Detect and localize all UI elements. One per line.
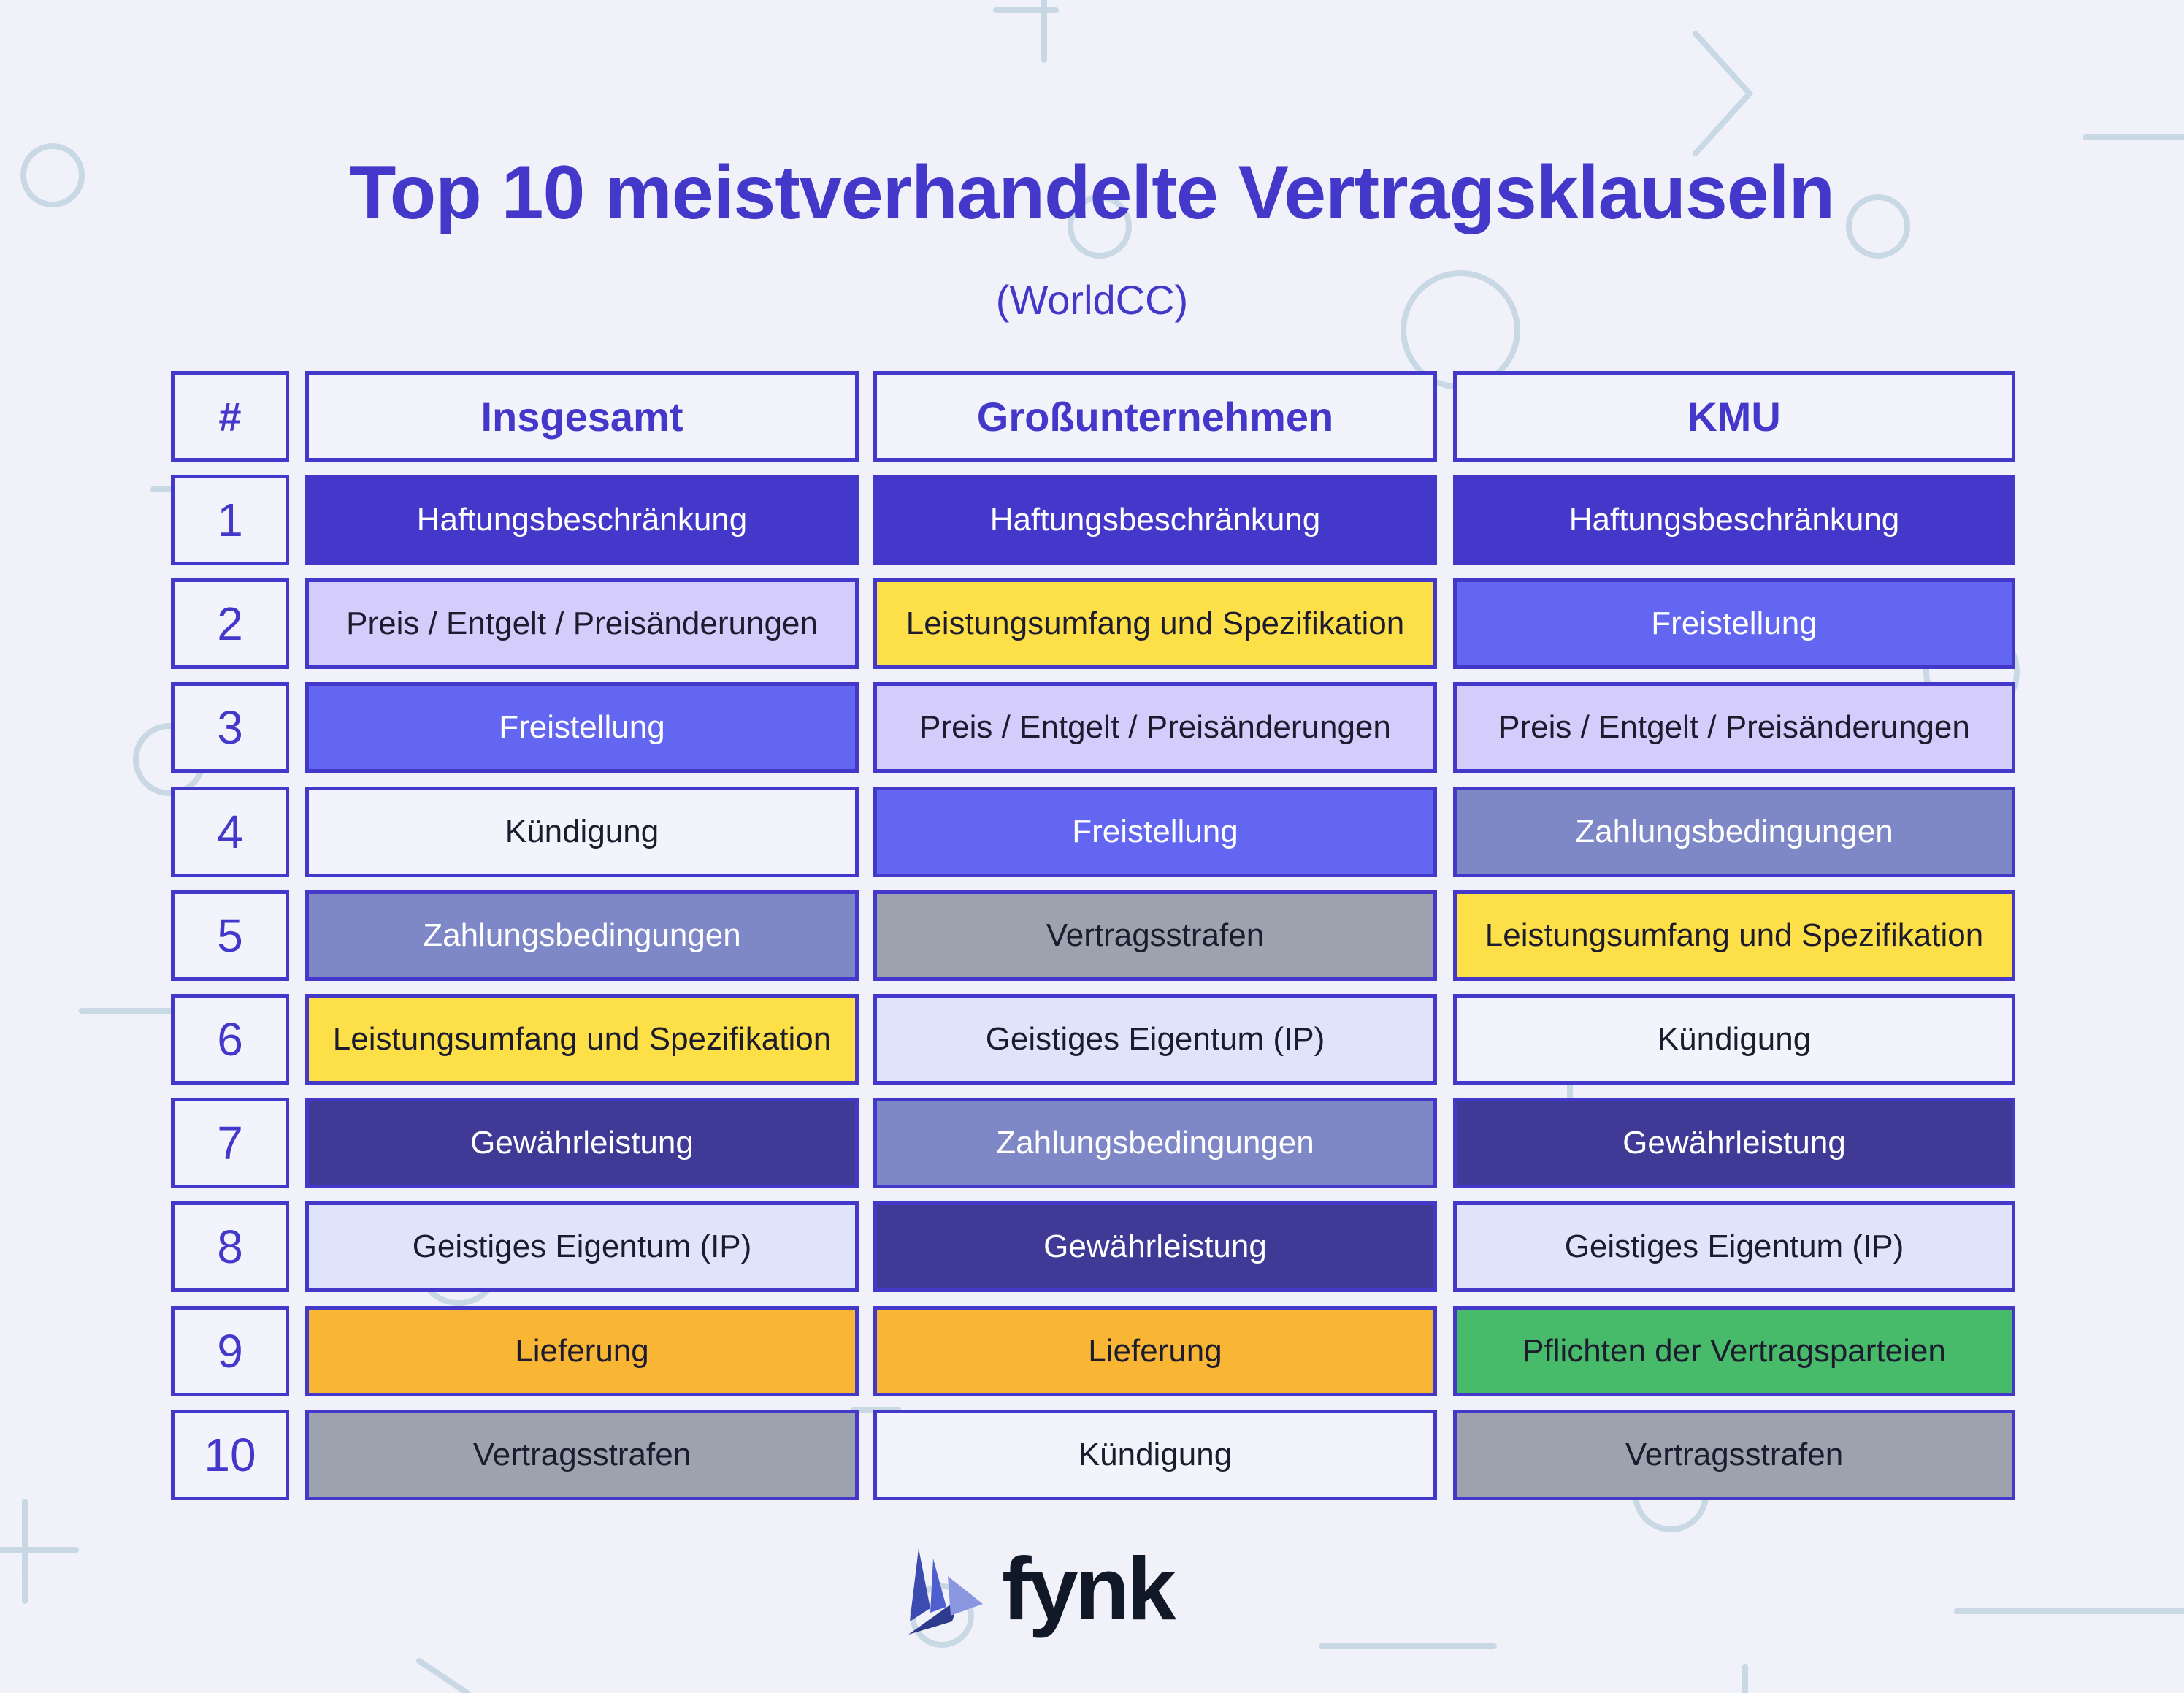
clause-cell-grossunternehmen: Zahlungsbedingungen xyxy=(873,1098,1437,1188)
deco-chevron xyxy=(1693,31,1754,156)
clause-cell-insgesamt: Leistungsumfang und Spezifikation xyxy=(305,994,859,1085)
clause-cell-kmu: Freistellung xyxy=(1453,578,2015,669)
rank-cell: 9 xyxy=(171,1306,289,1396)
header-grossunternehmen: Großunternehmen xyxy=(873,371,1437,462)
deco-circle xyxy=(1846,194,1910,259)
clause-cell-grossunternehmen: Freistellung xyxy=(873,787,1437,877)
clause-cell-insgesamt: Lieferung xyxy=(305,1306,859,1396)
header-kmu: KMU xyxy=(1453,371,2015,462)
clause-cell-grossunternehmen: Kündigung xyxy=(873,1410,1437,1500)
clause-cell-kmu: Preis / Entgelt / Preisänderungen xyxy=(1453,682,2015,773)
clause-cell-kmu: Pflichten der Vertragsparteien xyxy=(1453,1306,2015,1396)
page-title: Top 10 meistverhandelte Vertragsklauseln xyxy=(349,150,1835,235)
clause-cell-kmu: Vertragsstrafen xyxy=(1453,1410,2015,1500)
clause-cell-insgesamt: Gewährleistung xyxy=(305,1098,859,1188)
clause-cell-grossunternehmen: Preis / Entgelt / Preisänderungen xyxy=(873,682,1437,773)
rank-cell: 3 xyxy=(171,682,289,773)
clause-cell-kmu: Haftungsbeschränkung xyxy=(1453,475,2015,565)
page-subtitle: (WorldCC) xyxy=(995,277,1189,323)
clause-cell-grossunternehmen: Geistiges Eigentum (IP) xyxy=(873,994,1437,1085)
clause-cell-kmu: Geistiges Eigentum (IP) xyxy=(1453,1201,2015,1292)
clause-cell-insgesamt: Geistiges Eigentum (IP) xyxy=(305,1201,859,1292)
clause-cell-insgesamt: Vertragsstrafen xyxy=(305,1410,859,1500)
rank-cell: 2 xyxy=(171,578,289,669)
brand-logo: fynk xyxy=(905,1534,1176,1643)
clause-cell-insgesamt: Kündigung xyxy=(305,787,859,877)
rank-cell: 6 xyxy=(171,994,289,1085)
deco-circle xyxy=(20,143,85,207)
clause-cell-grossunternehmen: Lieferung xyxy=(873,1306,1437,1396)
rank-cell: 4 xyxy=(171,787,289,877)
clause-cell-grossunternehmen: Leistungsumfang und Spezifikation xyxy=(873,578,1437,669)
header-rank: # xyxy=(171,371,289,462)
clause-cell-kmu: Leistungsumfang und Spezifikation xyxy=(1453,890,2015,981)
rank-cell: 5 xyxy=(171,890,289,981)
clause-cell-kmu: Gewährleistung xyxy=(1453,1098,2015,1188)
rank-cell: 7 xyxy=(171,1098,289,1188)
clause-cell-insgesamt: Zahlungsbedingungen xyxy=(305,890,859,981)
logo-text: fynk xyxy=(1002,1539,1176,1638)
clause-cell-kmu: Zahlungsbedingungen xyxy=(1453,787,2015,877)
clause-cell-grossunternehmen: Vertragsstrafen xyxy=(873,890,1437,981)
clause-cell-insgesamt: Preis / Entgelt / Preisänderungen xyxy=(305,578,859,669)
clause-cell-grossunternehmen: Haftungsbeschränkung xyxy=(873,475,1437,565)
bird-icon xyxy=(908,1548,983,1635)
clause-cell-grossunternehmen: Gewährleistung xyxy=(873,1201,1437,1292)
rank-cell: 1 xyxy=(171,475,289,565)
clause-cell-insgesamt: Haftungsbeschränkung xyxy=(305,475,859,565)
rank-cell: 8 xyxy=(171,1201,289,1292)
rank-cell: 10 xyxy=(171,1410,289,1500)
deco-circle xyxy=(1068,194,1132,259)
clause-cell-insgesamt: Freistellung xyxy=(305,682,859,773)
deco-line xyxy=(416,1658,470,1693)
header-insgesamt: Insgesamt xyxy=(305,371,859,462)
clause-cell-kmu: Kündigung xyxy=(1453,994,2015,1085)
